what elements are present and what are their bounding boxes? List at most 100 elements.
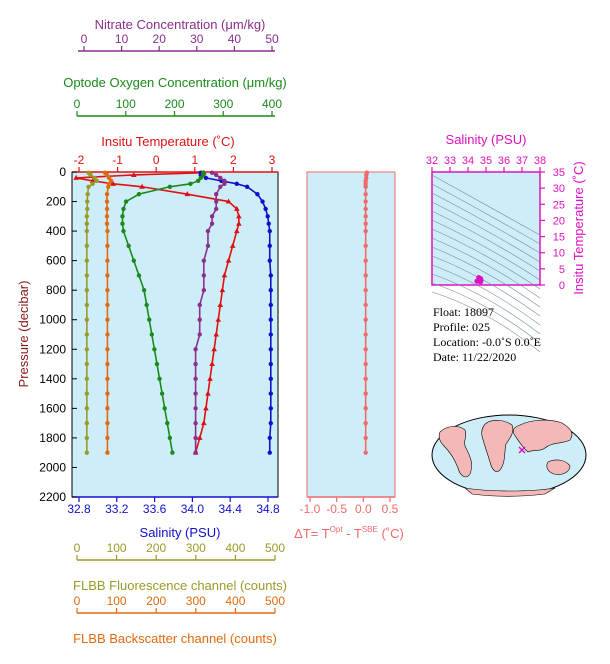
- temperature-point: [184, 191, 191, 197]
- salinity-point: [267, 435, 272, 441]
- nitrate-point: [214, 199, 219, 204]
- nitrate-point: [222, 181, 227, 187]
- fluorescence-point: [84, 273, 90, 278]
- float-info: Float: 18097 Profile: 025 Location: -0.0…: [433, 305, 541, 364]
- backscatter-axis-title: FLBB Backscatter channel (counts): [73, 631, 277, 646]
- fluorescence-point: [84, 420, 90, 426]
- nitrate-point: [193, 376, 198, 382]
- fluorescence-point: [84, 376, 90, 382]
- fluorescence-point: [85, 199, 90, 204]
- main-plot-area: [71, 171, 279, 498]
- temperature-tick-label: -1: [112, 153, 123, 167]
- salinity-tick-label: 34.4: [219, 502, 243, 516]
- ts-plot-area: [431, 171, 541, 286]
- ts_salinity-tick-label: 35: [480, 155, 492, 167]
- fluorescence-point: [84, 435, 90, 441]
- deltaT-tick-label: -0.5: [326, 502, 347, 516]
- temperature-point: [236, 220, 242, 226]
- temperature-point: [211, 346, 217, 352]
- backscatter-point: [104, 206, 110, 212]
- ts-isopycnal: [431, 264, 541, 326]
- salinity-point: [268, 273, 273, 278]
- salinity-point: [266, 221, 271, 226]
- backscatter-tick-label: 500: [265, 594, 285, 608]
- nitrate-tick-label: 50: [265, 32, 279, 46]
- pressure-tick-label: 800: [46, 283, 66, 297]
- ts_salinity-tick-label: 37: [516, 155, 528, 167]
- deltaT-point: [363, 347, 368, 352]
- deltat-series: [363, 170, 370, 455]
- nitrate-point: [193, 420, 198, 426]
- nitrate-point: [197, 317, 202, 322]
- oxygen-point: [123, 199, 129, 204]
- nitrate-point: [205, 228, 211, 234]
- main-series: [73, 169, 273, 455]
- map-land-europe-africa: [481, 420, 514, 472]
- nitrate-point: [201, 287, 207, 293]
- oxygen-point: [152, 347, 157, 352]
- salinity-point: [267, 450, 272, 455]
- salinity-point: [268, 361, 273, 367]
- nitrate-point: [193, 347, 198, 352]
- salinity-point: [263, 206, 268, 212]
- nitrate-point: [209, 221, 215, 226]
- salinity-point: [268, 302, 273, 308]
- backscatter-axis: 0 100 200 300 400 500 FLBB Backscatter channe…: [73, 594, 285, 646]
- nitrate-axis-title: Nitrate Concentration (μm/kg): [95, 17, 266, 32]
- oxygen-point: [195, 178, 201, 184]
- deltaT-point: [363, 332, 368, 337]
- salinity-point: [268, 317, 273, 322]
- temperature-point: [221, 272, 228, 278]
- nitrate-point: [209, 214, 215, 219]
- deltaT-point: [363, 391, 368, 396]
- ts-point: [474, 278, 480, 284]
- fluorescence-point: [84, 228, 90, 234]
- ts-temperature-tick-label: 20: [553, 215, 565, 227]
- fluorescence-tick-label: 300: [186, 541, 206, 555]
- ts-temperature-title: Insitu Temperature (˚C): [571, 161, 586, 294]
- deltaT-point: [363, 199, 368, 204]
- nitrate-tick-label: 0: [81, 32, 88, 46]
- oxygen-point: [167, 435, 173, 441]
- fluorescence-point: [84, 243, 90, 249]
- oxygen-point: [157, 376, 162, 382]
- backscatter-point: [104, 191, 110, 197]
- salinity-tick-label: 34.0: [181, 502, 205, 516]
- fluorescence-point: [84, 317, 90, 322]
- ts-temperature-tick-label: 0: [559, 280, 565, 292]
- ts-temperature-tick-label: 30: [553, 183, 565, 195]
- deltat-axis-title: ΔT= TOpt - TSBE (˚C): [294, 525, 404, 541]
- ts-salinity-ticks: 32 33 34 35 36 37 38: [426, 155, 546, 172]
- temperature-point: [215, 316, 222, 322]
- nitrate-tick-label: 40: [228, 32, 242, 46]
- oxygen-axis: Optode Oxygen Concentration (μm/kg) 0 100…: [63, 75, 287, 117]
- deltaT-point: [363, 317, 368, 322]
- ts-temperature-ticks: 0 5 10 15 20 25 30 35: [540, 167, 565, 292]
- pressure-tick-label: 600: [46, 254, 66, 268]
- oxygen-point: [198, 175, 203, 181]
- temperature-point: [89, 177, 96, 183]
- pressure-tick-label: 1800: [39, 431, 66, 445]
- backscatter-point: [105, 347, 110, 352]
- backscatter-tick-label: 300: [186, 594, 206, 608]
- nitrate-point: [193, 450, 198, 455]
- ts-isopycnals: [431, 174, 541, 353]
- deltaT-tick-label: 0.5: [382, 502, 399, 516]
- ts-isopycnal: [431, 219, 541, 281]
- oxygen-point: [121, 228, 126, 234]
- oxygen-tick-label: 0: [74, 97, 81, 111]
- temperature-tick-label: 1: [191, 153, 198, 167]
- pressure-tick-label: 0: [59, 165, 66, 179]
- fluorescence-point: [84, 361, 90, 367]
- deltaT-tick-label: -1.0: [300, 502, 321, 516]
- oxygen-point: [201, 172, 206, 178]
- deltaT-point: [363, 214, 368, 219]
- ts-temperature-tick-label: 15: [553, 232, 565, 244]
- pressure-tick-label: 2000: [39, 460, 66, 474]
- nitrate-point: [193, 361, 198, 367]
- temperature-point: [203, 405, 209, 411]
- salinity-point: [267, 258, 272, 263]
- backscatter-point: [105, 391, 110, 396]
- nitrate-point: [214, 191, 219, 197]
- profile-number: Profile: 025: [433, 320, 490, 334]
